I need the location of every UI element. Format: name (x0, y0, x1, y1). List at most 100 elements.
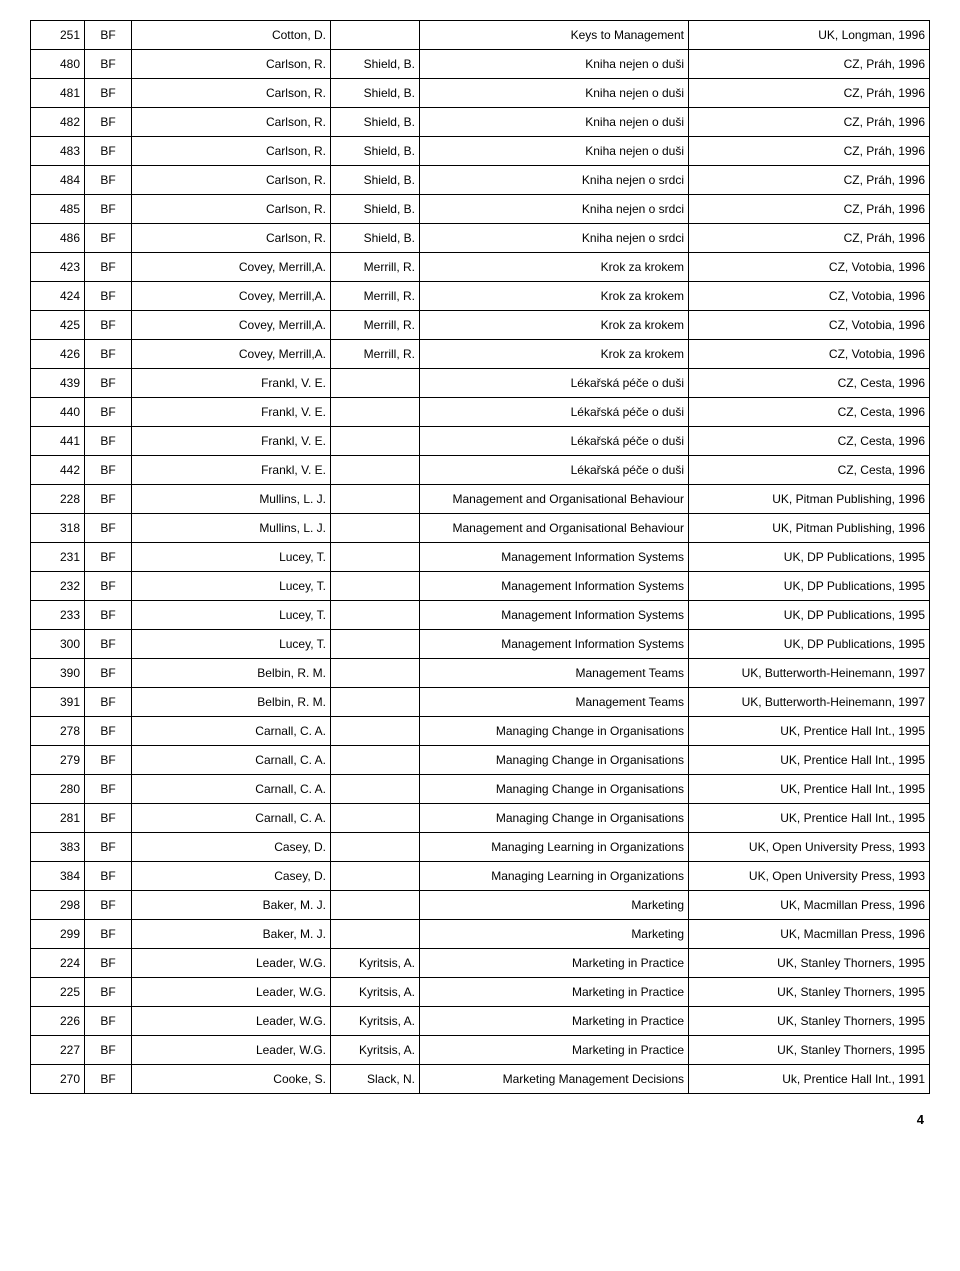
cell-imprint: CZ, Votobia, 1996 (689, 282, 930, 311)
cell-author2: Merrill, R. (331, 311, 420, 340)
table-row: 278BFCarnall, C. A.Managing Change in Or… (31, 717, 930, 746)
cell-category: BF (85, 543, 132, 572)
cell-imprint: CZ, Práh, 1996 (689, 137, 930, 166)
table-row: 281BFCarnall, C. A.Managing Change in Or… (31, 804, 930, 833)
cell-imprint: UK, Longman, 1996 (689, 21, 930, 50)
cell-author2 (331, 427, 420, 456)
table-row: 439BFFrankl, V. E.Lékařská péče o dušiCZ… (31, 369, 930, 398)
table-row: 481BFCarlson, R.Shield, B.Kniha nejen o … (31, 79, 930, 108)
cell-author: Mullins, L. J. (132, 514, 331, 543)
table-row: 384BFCasey, D.Managing Learning in Organ… (31, 862, 930, 891)
table-row: 426BFCovey, Merrill,A.Merrill, R.Krok za… (31, 340, 930, 369)
cell-id: 251 (31, 21, 85, 50)
cell-author2 (331, 717, 420, 746)
table-row: 270BFCooke, S.Slack, N.Marketing Managem… (31, 1065, 930, 1094)
cell-author: Lucey, T. (132, 572, 331, 601)
cell-title: Kniha nejen o srdci (420, 166, 689, 195)
cell-imprint: CZ, Votobia, 1996 (689, 340, 930, 369)
cell-author2 (331, 659, 420, 688)
cell-author2 (331, 514, 420, 543)
cell-author2 (331, 369, 420, 398)
cell-category: BF (85, 862, 132, 891)
cell-author2: Shield, B. (331, 195, 420, 224)
cell-category: BF (85, 253, 132, 282)
cell-category: BF (85, 1065, 132, 1094)
cell-category: BF (85, 891, 132, 920)
cell-imprint: CZ, Práh, 1996 (689, 166, 930, 195)
cell-author2 (331, 920, 420, 949)
cell-author: Covey, Merrill,A. (132, 340, 331, 369)
cell-author: Carlson, R. (132, 50, 331, 79)
cell-category: BF (85, 630, 132, 659)
cell-author2 (331, 688, 420, 717)
cell-author2: Merrill, R. (331, 282, 420, 311)
cell-id: 384 (31, 862, 85, 891)
cell-author2 (331, 601, 420, 630)
cell-id: 391 (31, 688, 85, 717)
cell-author2 (331, 485, 420, 514)
cell-author: Carnall, C. A. (132, 804, 331, 833)
cell-title: Krok za krokem (420, 340, 689, 369)
cell-author: Frankl, V. E. (132, 427, 331, 456)
table-row: 390BFBelbin, R. M.Management TeamsUK, Bu… (31, 659, 930, 688)
cell-author2: Shield, B. (331, 50, 420, 79)
cell-author2: Merrill, R. (331, 340, 420, 369)
table-row: 300BFLucey, T.Management Information Sys… (31, 630, 930, 659)
cell-author2 (331, 804, 420, 833)
cell-imprint: UK, Pitman Publishing, 1996 (689, 514, 930, 543)
cell-imprint: UK, DP Publications, 1995 (689, 543, 930, 572)
cell-category: BF (85, 775, 132, 804)
cell-title: Marketing in Practice (420, 1007, 689, 1036)
cell-id: 425 (31, 311, 85, 340)
cell-imprint: UK, Open University Press, 1993 (689, 833, 930, 862)
cell-title: Managing Change in Organisations (420, 717, 689, 746)
cell-imprint: UK, Pitman Publishing, 1996 (689, 485, 930, 514)
cell-imprint: UK, Stanley Thorners, 1995 (689, 1036, 930, 1065)
cell-category: BF (85, 659, 132, 688)
cell-category: BF (85, 311, 132, 340)
cell-title: Management Information Systems (420, 601, 689, 630)
cell-id: 484 (31, 166, 85, 195)
cell-author2 (331, 630, 420, 659)
cell-imprint: CZ, Cesta, 1996 (689, 398, 930, 427)
cell-category: BF (85, 572, 132, 601)
cell-category: BF (85, 21, 132, 50)
table-row: 442BFFrankl, V. E.Lékařská péče o dušiCZ… (31, 456, 930, 485)
cell-category: BF (85, 369, 132, 398)
cell-author2 (331, 572, 420, 601)
cell-id: 424 (31, 282, 85, 311)
catalogue-table: 251BFCotton, D.Keys to ManagementUK, Lon… (30, 20, 930, 1094)
table-row: 279BFCarnall, C. A.Managing Change in Or… (31, 746, 930, 775)
cell-category: BF (85, 746, 132, 775)
table-row: 228BFMullins, L. J.Management and Organi… (31, 485, 930, 514)
table-row: 224BFLeader, W.G.Kyritsis, A.Marketing i… (31, 949, 930, 978)
cell-imprint: CZ, Práh, 1996 (689, 224, 930, 253)
cell-imprint: UK, DP Publications, 1995 (689, 601, 930, 630)
table-row: 299BFBaker, M. J.MarketingUK, Macmillan … (31, 920, 930, 949)
cell-author2 (331, 891, 420, 920)
cell-title: Marketing Management Decisions (420, 1065, 689, 1094)
cell-category: BF (85, 224, 132, 253)
cell-author2: Shield, B. (331, 108, 420, 137)
cell-author: Lucey, T. (132, 601, 331, 630)
table-row: 227BFLeader, W.G.Kyritsis, A.Marketing i… (31, 1036, 930, 1065)
cell-category: BF (85, 514, 132, 543)
cell-id: 233 (31, 601, 85, 630)
cell-author: Belbin, R. M. (132, 659, 331, 688)
cell-category: BF (85, 195, 132, 224)
cell-title: Management Teams (420, 688, 689, 717)
table-row: 298BFBaker, M. J.MarketingUK, Macmillan … (31, 891, 930, 920)
cell-imprint: CZ, Práh, 1996 (689, 108, 930, 137)
cell-author2 (331, 833, 420, 862)
cell-id: 423 (31, 253, 85, 282)
cell-title: Management and Organisational Behaviour (420, 514, 689, 543)
cell-id: 441 (31, 427, 85, 456)
cell-id: 442 (31, 456, 85, 485)
cell-imprint: CZ, Práh, 1996 (689, 195, 930, 224)
cell-author: Belbin, R. M. (132, 688, 331, 717)
table-row: 483BFCarlson, R.Shield, B.Kniha nejen o … (31, 137, 930, 166)
cell-title: Kniha nejen o duši (420, 137, 689, 166)
cell-id: 486 (31, 224, 85, 253)
cell-imprint: UK, Stanley Thorners, 1995 (689, 978, 930, 1007)
cell-author2: Merrill, R. (331, 253, 420, 282)
